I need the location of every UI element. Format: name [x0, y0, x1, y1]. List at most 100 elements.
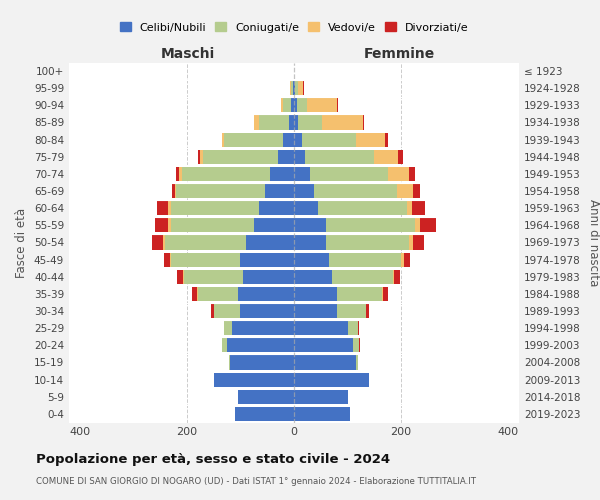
- Bar: [241, 304, 294, 318]
- Bar: [294, 338, 353, 352]
- Bar: [192, 287, 197, 301]
- Bar: [294, 390, 347, 404]
- Bar: [397, 184, 413, 198]
- Bar: [329, 252, 401, 266]
- Bar: [184, 270, 243, 284]
- Bar: [163, 236, 166, 250]
- Bar: [393, 270, 394, 284]
- Bar: [221, 338, 227, 352]
- Bar: [197, 150, 200, 164]
- Bar: [294, 270, 331, 284]
- Bar: [168, 201, 171, 215]
- Bar: [394, 270, 400, 284]
- Bar: [232, 321, 294, 335]
- Bar: [181, 167, 270, 181]
- Bar: [362, 116, 364, 130]
- Text: Femmine: Femmine: [364, 47, 436, 61]
- Bar: [314, 184, 397, 198]
- Bar: [214, 372, 294, 386]
- Bar: [356, 132, 385, 146]
- Bar: [254, 218, 294, 232]
- Bar: [367, 304, 369, 318]
- Bar: [331, 270, 393, 284]
- Bar: [293, 81, 294, 95]
- Bar: [290, 81, 292, 95]
- Bar: [243, 270, 294, 284]
- Bar: [296, 98, 307, 112]
- Bar: [183, 270, 184, 284]
- Bar: [157, 201, 168, 215]
- Bar: [294, 201, 318, 215]
- Bar: [259, 116, 289, 130]
- Bar: [155, 218, 168, 232]
- Bar: [214, 304, 241, 318]
- Bar: [292, 98, 294, 112]
- Bar: [383, 287, 388, 301]
- Bar: [294, 304, 337, 318]
- Bar: [265, 184, 294, 198]
- Bar: [294, 252, 329, 266]
- Bar: [166, 236, 246, 250]
- Bar: [404, 252, 410, 266]
- Bar: [224, 132, 283, 146]
- Bar: [196, 287, 197, 301]
- Text: COMUNE DI SAN GIORGIO DI NOGARO (UD) - Dati ISTAT 1° gennaio 2024 - Elaborazione: COMUNE DI SAN GIORGIO DI NOGARO (UD) - D…: [36, 478, 476, 486]
- Bar: [382, 287, 383, 301]
- Bar: [337, 287, 382, 301]
- Text: Popolazione per età, sesso e stato civile - 2024: Popolazione per età, sesso e stato civil…: [36, 452, 390, 466]
- Bar: [203, 150, 278, 164]
- Bar: [326, 218, 415, 232]
- Bar: [294, 132, 302, 146]
- Bar: [294, 407, 350, 421]
- Bar: [227, 338, 294, 352]
- Bar: [294, 356, 356, 370]
- Bar: [176, 167, 179, 181]
- Bar: [303, 81, 304, 95]
- Bar: [211, 304, 214, 318]
- Bar: [294, 116, 298, 130]
- Bar: [283, 98, 292, 112]
- Bar: [407, 201, 412, 215]
- Bar: [238, 287, 294, 301]
- Bar: [295, 81, 298, 95]
- Bar: [337, 98, 338, 112]
- Bar: [415, 218, 420, 232]
- Bar: [229, 356, 230, 370]
- Bar: [176, 270, 183, 284]
- Bar: [278, 150, 294, 164]
- Bar: [413, 184, 420, 198]
- Bar: [294, 150, 305, 164]
- Bar: [353, 338, 359, 352]
- Bar: [409, 236, 413, 250]
- Bar: [292, 81, 293, 95]
- Bar: [294, 184, 314, 198]
- Bar: [294, 81, 295, 95]
- Bar: [310, 167, 388, 181]
- Legend: Celibi/Nubili, Coniugati/e, Vedovi/e, Divorziati/e: Celibi/Nubili, Coniugati/e, Vedovi/e, Di…: [115, 18, 473, 37]
- Bar: [270, 167, 294, 181]
- Bar: [305, 150, 374, 164]
- Bar: [294, 321, 347, 335]
- Bar: [171, 201, 259, 215]
- Bar: [254, 116, 259, 130]
- Bar: [289, 116, 294, 130]
- Bar: [307, 98, 337, 112]
- Bar: [413, 236, 424, 250]
- Bar: [401, 252, 404, 266]
- Bar: [176, 184, 265, 198]
- Bar: [385, 132, 388, 146]
- Bar: [221, 132, 224, 146]
- Bar: [322, 116, 362, 130]
- Bar: [337, 304, 367, 318]
- Bar: [388, 167, 409, 181]
- Bar: [200, 150, 203, 164]
- Bar: [235, 407, 294, 421]
- Bar: [294, 167, 310, 181]
- Bar: [168, 218, 171, 232]
- Bar: [171, 218, 254, 232]
- Bar: [294, 98, 296, 112]
- Bar: [294, 218, 326, 232]
- Bar: [179, 167, 182, 181]
- Bar: [281, 98, 283, 112]
- Y-axis label: Anni di nascita: Anni di nascita: [587, 199, 600, 286]
